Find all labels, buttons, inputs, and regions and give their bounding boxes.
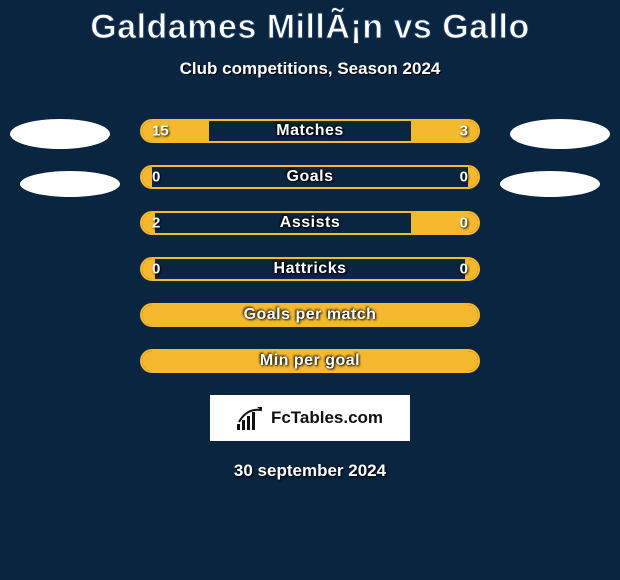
- bar-value-left: 15: [152, 123, 169, 140]
- bar-label: Matches: [276, 122, 344, 140]
- bar-value-left: 2: [152, 215, 160, 232]
- bars-container: Matches153Goals00Assists20Hattricks00Goa…: [0, 119, 620, 373]
- player2-avatar-bottom: [500, 171, 600, 197]
- bar-segment-left: [142, 167, 152, 187]
- stat-bar: Goals per match: [140, 303, 480, 327]
- bar-label: Hattricks: [274, 260, 347, 278]
- logo-chart-icon: [237, 406, 265, 430]
- bar-value-right: 0: [460, 261, 468, 278]
- bar-label: Goals per match: [244, 306, 377, 324]
- subtitle: Club competitions, Season 2024: [0, 59, 620, 79]
- bar-label: Min per goal: [260, 352, 360, 370]
- comparison-chart: Matches153Goals00Assists20Hattricks00Goa…: [0, 119, 620, 373]
- stat-bar: Matches 15 3: [140, 119, 480, 143]
- player2-avatar-top: [510, 119, 610, 149]
- bar-value-left: 0: [152, 169, 160, 186]
- player1-avatar-bottom: [20, 171, 120, 197]
- stat-bar: Hattricks 0 0: [140, 257, 480, 281]
- bar-label: Goals: [287, 168, 334, 186]
- stat-bar: Goals 0 0: [140, 165, 480, 189]
- bar-value-right: 0: [460, 215, 468, 232]
- player1-avatar-top: [10, 119, 110, 149]
- logo-text: FcTables.com: [271, 408, 383, 428]
- page-title: Galdames MillÃ¡n vs Gallo: [0, 0, 620, 47]
- date-label: 30 september 2024: [0, 461, 620, 481]
- bar-value-right: 3: [460, 123, 468, 140]
- bar-value-left: 0: [152, 261, 160, 278]
- stat-bar: Assists 2 0: [140, 211, 480, 235]
- stat-bar: Min per goal: [140, 349, 480, 373]
- bar-value-right: 0: [460, 169, 468, 186]
- bar-segment-right: [468, 167, 478, 187]
- bar-label: Assists: [280, 214, 340, 232]
- logo: FcTables.com: [210, 395, 410, 441]
